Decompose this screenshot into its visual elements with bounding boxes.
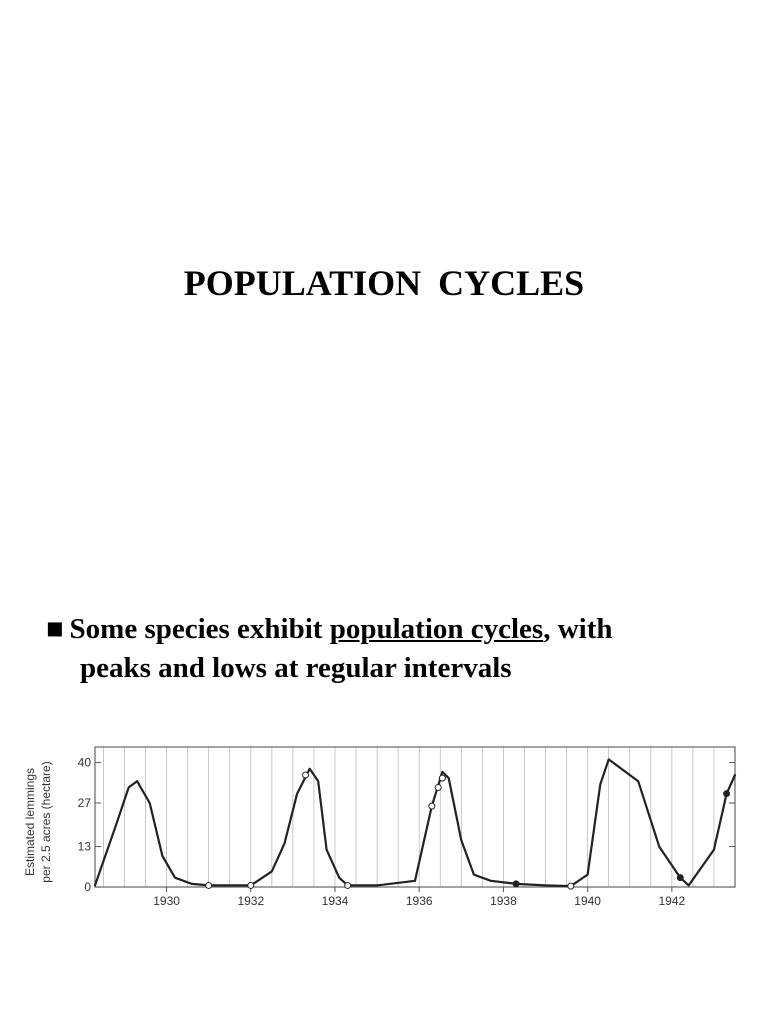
y-ticks: 0 13 27 40	[78, 756, 735, 894]
plot-frame	[94, 746, 736, 888]
filled-data-point	[512, 880, 520, 888]
x-ticks: 1930 1932 1934 1936 1938 1940 1942	[153, 887, 686, 908]
y-tick-label: 27	[78, 796, 92, 810]
y-axis-label: Estimated lemmings per 2.5 acres (hectar…	[23, 761, 53, 882]
y-axis-label-line1: Estimated lemmings	[23, 768, 37, 876]
chart-svg: Estimated lemmings per 2.5 acres (hectar…	[23, 746, 737, 908]
filled-data-point	[723, 790, 731, 798]
open-data-point	[247, 881, 255, 889]
x-tick-label: 1930	[153, 894, 180, 908]
data-markers	[205, 771, 731, 890]
slide-title: POPULATION CYCLES	[183, 263, 585, 303]
open-data-point	[434, 783, 442, 791]
bullet-point: ■ Some species exhibit population cycles,…	[46, 610, 746, 688]
y-axis-label-line2: per 2.5 acres (hectare)	[39, 761, 53, 882]
lemming-chart: Estimated lemmings per 2.5 acres (hectar…	[20, 722, 750, 922]
open-data-point	[428, 802, 436, 810]
y-tick-label: 13	[78, 840, 92, 854]
open-data-point	[205, 881, 213, 889]
bullet-text-post: , with	[543, 613, 613, 645]
open-data-point	[302, 771, 310, 779]
open-data-point	[567, 882, 575, 890]
y-tick-label: 40	[78, 756, 92, 770]
bullet-text-line2: peaks and lows at regular intervals	[80, 652, 512, 684]
open-data-point	[438, 774, 446, 782]
bullet-term: population cycles	[329, 613, 544, 645]
filled-data-point	[676, 874, 684, 882]
bullet-marker: ■	[46, 613, 64, 645]
x-tick-label: 1942	[658, 894, 685, 908]
y-tick-label: 0	[84, 880, 91, 894]
series-line	[93, 758, 737, 888]
bullet-text-pre: Some species exhibit	[69, 613, 330, 645]
grid-lines	[103, 747, 715, 887]
x-tick-label: 1936	[406, 894, 433, 908]
x-tick-label: 1938	[490, 894, 517, 908]
x-tick-label: 1934	[322, 894, 349, 908]
x-tick-label: 1932	[237, 894, 264, 908]
open-data-point	[344, 881, 352, 889]
x-tick-label: 1940	[574, 894, 601, 908]
